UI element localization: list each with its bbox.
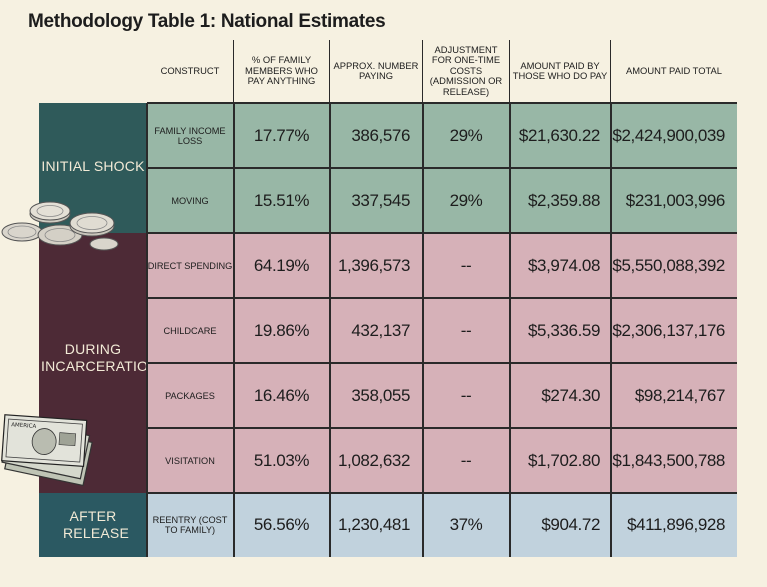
coins-icon	[1, 201, 119, 251]
adjustment-cell: --	[460, 255, 472, 275]
paid-by-cell: $2,359.88	[527, 190, 600, 210]
construct-cell: CHILDCARE	[163, 325, 217, 336]
pct-cell: 17.77%	[253, 125, 310, 145]
header-approx-number: APPROX. NUMBER PAYING	[333, 59, 419, 81]
total-cell: $231,003,996	[625, 190, 726, 210]
row-divider	[147, 232, 737, 234]
section-label: AFTER RELEASE	[63, 508, 129, 541]
total-cell: $411,896,928	[627, 515, 725, 534]
total-cell: $5,550,088,392	[612, 255, 725, 275]
total-cell: $2,306,137,176	[612, 320, 725, 340]
row-divider	[147, 297, 737, 299]
number-cell: 386,576	[351, 125, 410, 145]
column-divider	[610, 103, 612, 557]
construct-cell: VISITATION	[165, 455, 215, 466]
adjustment-cell: --	[460, 385, 472, 405]
construct-cell: PACKAGES	[165, 390, 215, 401]
header-construct: CONSTRUCT	[160, 64, 220, 76]
total-cell: $2,424,900,039	[612, 125, 725, 145]
bill-text: AMERICA	[11, 422, 37, 430]
header-divider	[329, 40, 330, 102]
pct-cell: 19.86%	[253, 320, 310, 340]
number-cell: 1,230,481	[337, 515, 410, 534]
adjustment-cell: --	[460, 320, 472, 340]
number-cell: 1,082,632	[337, 450, 410, 470]
money-bills-icon: AMERICA	[1, 414, 93, 487]
section-after-release: AFTER RELEASE	[39, 493, 147, 557]
adjustment-cell: 29%	[449, 190, 483, 210]
paid-by-cell: $5,336.59	[527, 320, 600, 340]
paid-by-cell: $21,630.22	[518, 125, 600, 145]
adjustment-cell: --	[460, 450, 472, 470]
adjustment-cell: 37%	[449, 515, 483, 534]
column-divider	[233, 103, 235, 557]
section-initial-shock: INITIAL SHOCK	[39, 103, 147, 233]
pct-cell: 56.56%	[253, 515, 310, 534]
table-row: VISITATION 51.03% 1,082,632 -- $1,702.80…	[147, 428, 737, 493]
number-cell: 358,055	[351, 385, 410, 405]
header-divider	[509, 40, 510, 102]
column-divider	[422, 103, 424, 557]
section-label: INITIAL SHOCK	[41, 157, 145, 174]
pct-cell: 64.19%	[253, 255, 310, 275]
number-cell: 432,137	[351, 320, 410, 340]
construct-cell: DIRECT SPENDING	[147, 260, 233, 271]
construct-cell: REENTRY (COST TO FAMILY)	[152, 515, 228, 535]
construct-cell: MOVING	[171, 195, 209, 206]
table-row: MOVING 15.51% 337,545 29% $2,359.88 $231…	[147, 168, 737, 233]
header-divider	[610, 40, 611, 102]
page-title: Methodology Table 1: National Estimates	[28, 11, 386, 32]
row-divider	[147, 427, 737, 429]
header-amount-total: AMOUNT PAID TOTAL	[625, 64, 723, 76]
paid-by-cell: $904.72	[541, 515, 600, 534]
header-divider	[233, 40, 234, 102]
pct-cell: 15.51%	[253, 190, 310, 210]
paid-by-cell: $274.30	[541, 385, 600, 405]
total-cell: $98,214,767	[634, 385, 726, 405]
header-pct-paying: % OF FAMILY MEMBERS WHO PAY ANYTHING	[245, 54, 318, 87]
table-row: REENTRY (COST TO FAMILY) 56.56% 1,230,48…	[147, 493, 737, 557]
adjustment-cell: 29%	[449, 125, 483, 145]
total-cell: $1,843,500,788	[612, 450, 725, 470]
row-divider	[147, 167, 737, 169]
construct-cell: FAMILY INCOME LOSS	[154, 125, 226, 146]
number-cell: 337,545	[351, 190, 410, 210]
header-amount-paid-by: AMOUNT PAID BY THOSE WHO DO PAY	[512, 59, 608, 81]
column-divider	[146, 103, 148, 557]
header-divider	[422, 40, 423, 102]
pct-cell: 51.03%	[253, 450, 310, 470]
column-divider	[509, 103, 511, 557]
paid-by-cell: $3,974.08	[527, 255, 600, 275]
header-adjustment: ADJUSTMENT FOR ONE-TIME COSTS (ADMISSION…	[429, 43, 503, 97]
pct-cell: 16.46%	[253, 385, 310, 405]
row-divider	[147, 362, 737, 364]
paid-by-cell: $1,702.80	[527, 450, 600, 470]
table-row: CHILDCARE 19.86% 432,137 -- $5,336.59 $2…	[147, 298, 737, 363]
table-row: PACKAGES 16.46% 358,055 -- $274.30 $98,2…	[147, 363, 737, 428]
table-row: DIRECT SPENDING 64.19% 1,396,573 -- $3,9…	[147, 233, 737, 298]
column-divider	[329, 103, 331, 557]
row-divider	[147, 492, 737, 494]
section-label: DURING INCARCERATION	[41, 341, 159, 374]
table-row: FAMILY INCOME LOSS 17.77% 386,576 29% $2…	[147, 103, 737, 168]
number-cell: 1,396,573	[337, 255, 410, 275]
row-divider	[147, 102, 737, 104]
